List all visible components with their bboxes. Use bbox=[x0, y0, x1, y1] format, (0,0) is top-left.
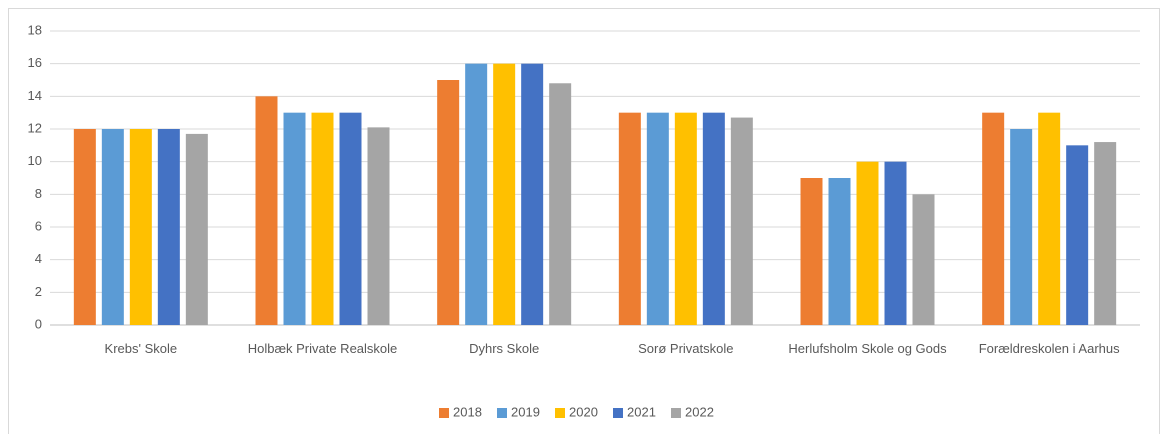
bar bbox=[367, 127, 390, 325]
legend-label: 2022 bbox=[685, 404, 714, 419]
bar bbox=[255, 96, 278, 325]
bar bbox=[674, 112, 697, 326]
x-tick-label: Herlufsholm Skole og Gods bbox=[788, 341, 947, 356]
bar bbox=[730, 117, 753, 325]
y-tick-label: 14 bbox=[28, 88, 42, 103]
bar bbox=[1094, 142, 1117, 325]
bar bbox=[800, 178, 823, 325]
bar bbox=[311, 112, 334, 326]
y-tick-label: 2 bbox=[35, 284, 42, 299]
bar bbox=[465, 63, 488, 326]
bar bbox=[646, 112, 669, 326]
x-tick-label: Sorø Privatskole bbox=[638, 341, 734, 356]
y-tick-label: 12 bbox=[28, 120, 42, 135]
legend-label: 2020 bbox=[569, 404, 598, 419]
legend-label: 2018 bbox=[453, 404, 482, 419]
bar bbox=[912, 194, 935, 325]
legend-swatch bbox=[671, 408, 681, 418]
bar bbox=[884, 161, 907, 325]
bar bbox=[702, 112, 725, 326]
bar bbox=[283, 112, 306, 326]
bar bbox=[185, 133, 208, 325]
y-tick-label: 10 bbox=[28, 153, 42, 168]
y-tick-label: 16 bbox=[28, 55, 42, 70]
bar bbox=[618, 112, 641, 326]
bar bbox=[493, 63, 516, 326]
bar bbox=[1038, 112, 1061, 326]
legend-swatch bbox=[439, 408, 449, 418]
legend-label: 2019 bbox=[511, 404, 540, 419]
legend-label: 2021 bbox=[627, 404, 656, 419]
y-tick-label: 0 bbox=[35, 316, 42, 331]
x-tick-label: Dyhrs Skole bbox=[469, 341, 540, 356]
bar bbox=[157, 129, 180, 325]
bar bbox=[129, 129, 152, 325]
bar bbox=[1010, 129, 1033, 325]
x-tick-label: Krebs' Skole bbox=[104, 341, 178, 356]
y-tick-label: 18 bbox=[28, 22, 42, 37]
bar bbox=[73, 129, 96, 325]
legend-swatch bbox=[555, 408, 565, 418]
bar bbox=[101, 129, 124, 325]
legend-swatch bbox=[497, 408, 507, 418]
chart-frame bbox=[8, 8, 1160, 434]
y-tick-label: 8 bbox=[35, 186, 42, 201]
bar bbox=[856, 161, 879, 325]
bar bbox=[549, 83, 572, 326]
bar bbox=[1066, 145, 1089, 325]
bar bbox=[339, 112, 362, 326]
bar bbox=[982, 112, 1005, 326]
x-tick-label: Forældreskolen i Aarhus bbox=[978, 341, 1120, 356]
bar bbox=[437, 80, 460, 325]
y-tick-label: 6 bbox=[35, 218, 42, 233]
y-tick-label: 4 bbox=[35, 251, 42, 266]
bar bbox=[521, 63, 544, 326]
x-tick-label: Holbæk Private Realskole bbox=[247, 341, 398, 356]
legend-swatch bbox=[613, 408, 623, 418]
bar bbox=[828, 178, 851, 325]
